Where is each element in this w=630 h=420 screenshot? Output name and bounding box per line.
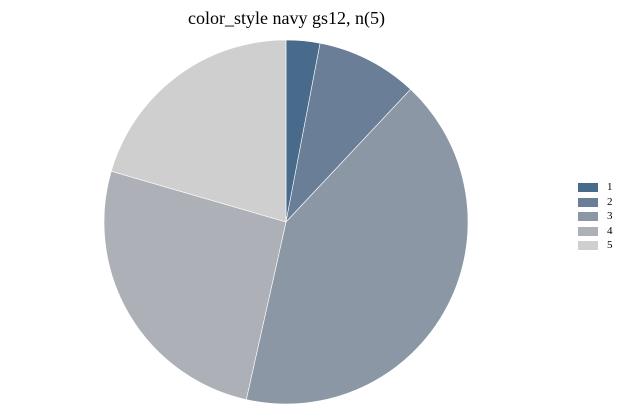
chart-title: color_style navy gs12, n(5) bbox=[188, 8, 385, 28]
legend-item-4: 4 bbox=[578, 224, 618, 241]
pie-slice-3 bbox=[245, 88, 469, 405]
legend: 1 2 3 4 5 bbox=[578, 181, 618, 255]
legend-label: 3 bbox=[607, 210, 613, 222]
legend-item-3: 3 bbox=[578, 210, 618, 226]
pie-slices bbox=[103, 39, 469, 405]
pie-slice-4 bbox=[103, 170, 287, 400]
pie-slice-5 bbox=[110, 39, 287, 223]
legend-swatch bbox=[578, 226, 598, 236]
pie-slice-2 bbox=[285, 42, 412, 223]
legend-swatch bbox=[578, 241, 598, 250]
legend-item-1: 1 bbox=[578, 181, 618, 197]
legend-swatch bbox=[578, 183, 598, 192]
legend-label: 4 bbox=[607, 224, 613, 237]
legend-swatch bbox=[578, 197, 598, 207]
legend-label: 1 bbox=[607, 181, 613, 193]
legend-swatch bbox=[578, 212, 598, 221]
legend-item-2: 2 bbox=[578, 195, 618, 212]
legend-item-5: 5 bbox=[578, 239, 618, 255]
legend-label: 5 bbox=[607, 239, 613, 251]
legend-label: 2 bbox=[607, 195, 613, 208]
